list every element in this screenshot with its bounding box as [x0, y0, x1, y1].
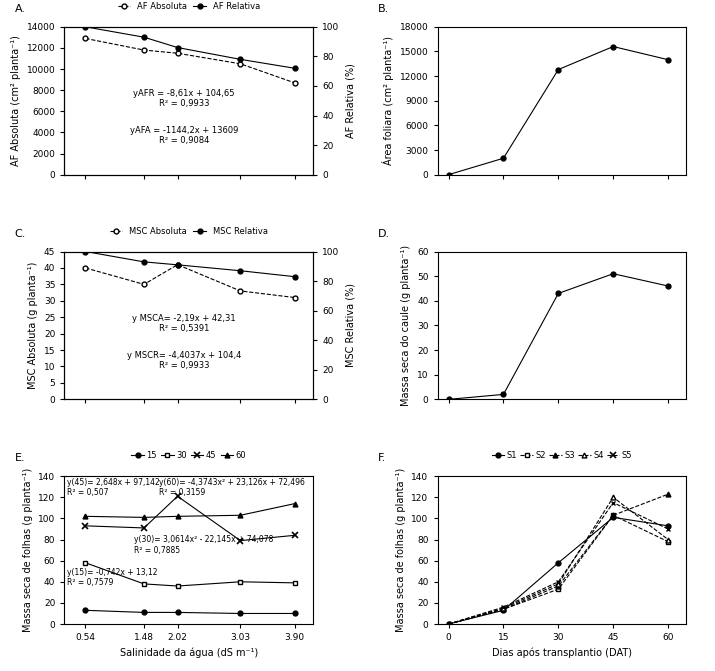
S2: [609, 511, 618, 519]
Y-axis label: Área foliara (cm² planta⁻¹): Área foliara (cm² planta⁻¹): [383, 36, 394, 165]
Y-axis label: AF Absoluta (cm² planta⁻¹): AF Absoluta (cm² planta⁻¹): [11, 36, 21, 166]
S5: [554, 578, 563, 586]
Legend: AF Absoluta, AF Relativa: AF Absoluta, AF Relativa: [114, 0, 263, 14]
S4: [664, 535, 672, 544]
S1: [499, 607, 508, 615]
Text: B.: B.: [378, 4, 389, 14]
S1: [444, 620, 453, 628]
S2: [664, 537, 672, 546]
S3: [554, 582, 563, 590]
Text: y MSCR= -4,4037x + 104,4
R² = 0,9933: y MSCR= -4,4037x + 104,4 R² = 0,9933: [127, 350, 241, 370]
Text: y(30)= 3,0614x² - 22,145x + 74,078
R² = 0,7885: y(30)= 3,0614x² - 22,145x + 74,078 R² = …: [134, 535, 273, 555]
Line: S2: S2: [446, 513, 671, 627]
S4: [444, 620, 453, 628]
S4: [554, 580, 563, 588]
Text: yAFA = -1144,2x + 13609
R² = 0,9084: yAFA = -1144,2x + 13609 R² = 0,9084: [129, 126, 238, 146]
Text: F.: F.: [378, 454, 386, 464]
Legend: 15, 30, 45, 60: 15, 30, 45, 60: [128, 448, 250, 464]
Y-axis label: Massa seca de folhas (g planta⁻¹): Massa seca de folhas (g planta⁻¹): [22, 468, 32, 632]
Line: S1: S1: [446, 515, 671, 627]
Text: yAFR = -8,61x + 104,65
R² = 0,9933: yAFR = -8,61x + 104,65 R² = 0,9933: [133, 89, 235, 108]
Text: y(15)= -0,742x + 13,12
R² = 0,7579: y(15)= -0,742x + 13,12 R² = 0,7579: [66, 568, 157, 587]
S5: [499, 603, 508, 611]
S5: [609, 499, 618, 507]
Line: S5: S5: [446, 500, 671, 627]
S2: [499, 605, 508, 613]
Text: A.: A.: [14, 4, 26, 14]
S1: [664, 522, 672, 530]
Legend: S1, S2, S3, S4, S5: S1, S2, S3, S4, S5: [488, 448, 636, 464]
Text: E.: E.: [14, 454, 25, 464]
S5: [444, 620, 453, 628]
S1: [609, 513, 618, 521]
S2: [444, 620, 453, 628]
S4: [499, 604, 508, 612]
Text: y MSCA= -2,19x + 42,31
R² = 0,5391: y MSCA= -2,19x + 42,31 R² = 0,5391: [132, 313, 236, 333]
Line: S3: S3: [446, 492, 671, 627]
S4: [609, 493, 618, 501]
S1: [554, 559, 563, 567]
Y-axis label: Massa seca de folhas (g planta⁻¹): Massa seca de folhas (g planta⁻¹): [395, 468, 405, 632]
Text: D.: D.: [378, 229, 390, 239]
Text: y(60)= -4,3743x² + 23,126x + 72,496
R² = 0,3159: y(60)= -4,3743x² + 23,126x + 72,496 R² =…: [159, 478, 305, 497]
S5: [664, 525, 672, 533]
Text: y(45)= 2,648x + 97,142
R² = 0,507: y(45)= 2,648x + 97,142 R² = 0,507: [66, 478, 159, 497]
Y-axis label: MSC Absoluta (g planta⁻¹): MSC Absoluta (g planta⁻¹): [29, 262, 39, 389]
S3: [664, 490, 672, 498]
S3: [499, 605, 508, 613]
S3: [609, 511, 618, 519]
Y-axis label: AF Relativa (%): AF Relativa (%): [345, 63, 355, 138]
X-axis label: Dias após transplantio (DAT): Dias após transplantio (DAT): [492, 648, 632, 658]
S2: [554, 585, 563, 593]
S3: [444, 620, 453, 628]
Y-axis label: Massa seca do caule (g planta⁻¹): Massa seca do caule (g planta⁻¹): [402, 245, 412, 406]
X-axis label: Salinidade da água (dS m⁻¹): Salinidade da água (dS m⁻¹): [119, 648, 258, 658]
Legend: MSC Absoluta, MSC Relativa: MSC Absoluta, MSC Relativa: [107, 223, 271, 239]
Text: C.: C.: [14, 229, 26, 239]
Line: S4: S4: [446, 495, 671, 627]
Y-axis label: MSC Relativa (%): MSC Relativa (%): [345, 283, 355, 368]
